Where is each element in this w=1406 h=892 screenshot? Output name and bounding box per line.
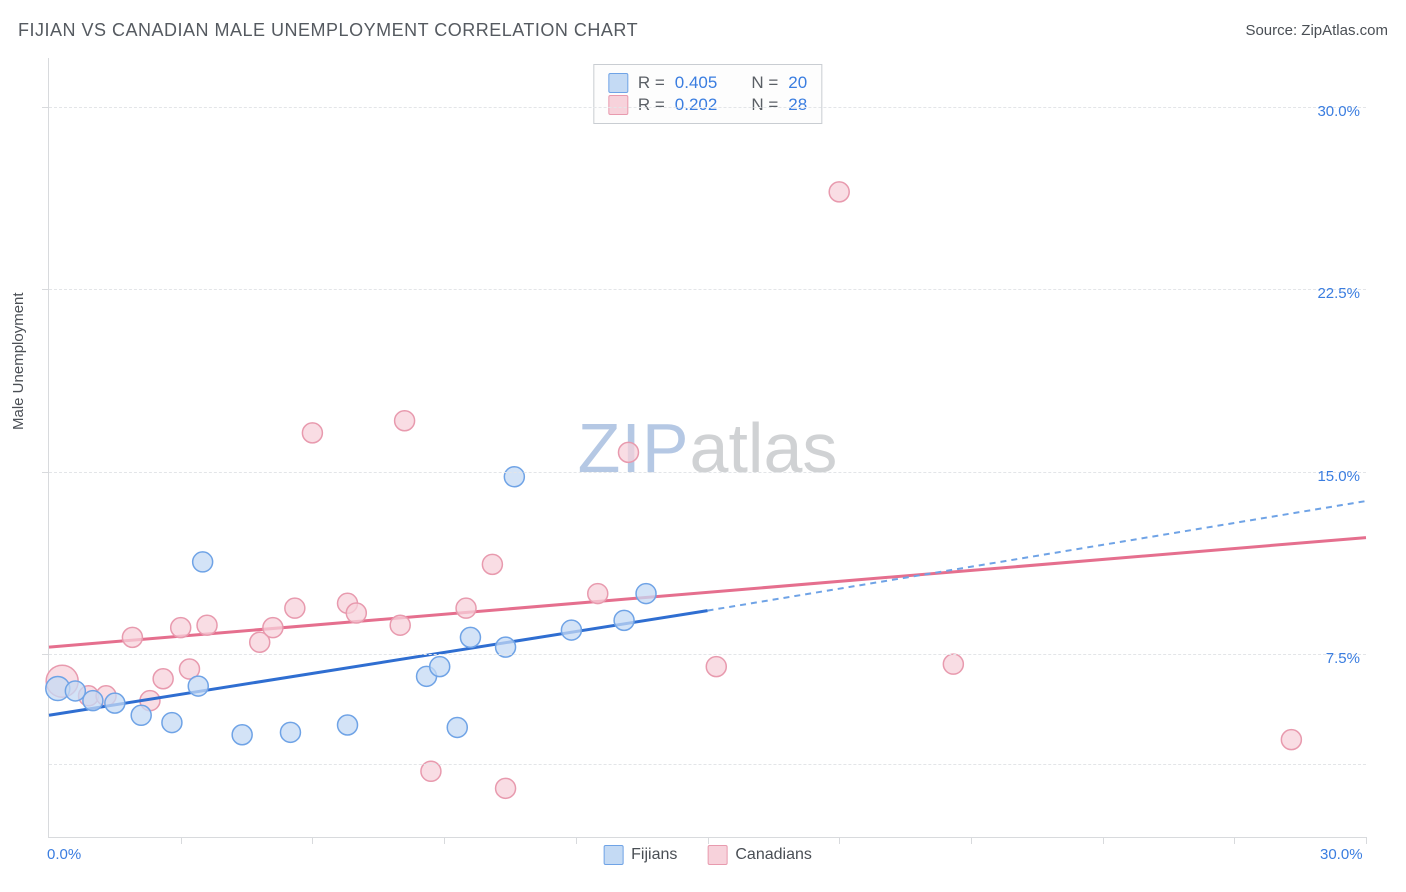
stats-row-canadians: R = 0.202 N = 28 xyxy=(608,95,807,115)
y-tick-label: 30.0% xyxy=(1317,103,1360,120)
stats-n-fijians: 20 xyxy=(788,73,807,93)
canadians-point xyxy=(285,598,305,618)
gridline-h xyxy=(49,654,1366,655)
stats-n-label: N = xyxy=(751,73,778,93)
x-tick xyxy=(444,837,445,844)
swatch-canadians xyxy=(707,845,727,865)
canadians-point xyxy=(618,442,638,462)
stats-n-canadians: 28 xyxy=(788,95,807,115)
x-tick xyxy=(1366,837,1367,844)
x-tick xyxy=(181,837,182,844)
gridline-h xyxy=(49,289,1366,290)
stats-r-label: R = xyxy=(638,95,665,115)
canadians-point xyxy=(456,598,476,618)
legend-label-fijians: Fijians xyxy=(631,846,677,864)
fijians-trend-dash xyxy=(708,501,1367,611)
x-tick xyxy=(971,837,972,844)
fijians-point xyxy=(338,715,358,735)
stats-r-canadians: 0.202 xyxy=(675,95,718,115)
canadians-point xyxy=(171,618,191,638)
legend-item-fijians: Fijians xyxy=(603,845,677,865)
fijians-point xyxy=(188,676,208,696)
canadians-point xyxy=(346,603,366,623)
canadians-point xyxy=(197,615,217,635)
gridline-h xyxy=(49,107,1366,108)
canadians-point xyxy=(395,411,415,431)
fijians-point xyxy=(193,552,213,572)
fijians-point xyxy=(561,620,581,640)
legend-item-canadians: Canadians xyxy=(707,845,812,865)
gridline-h xyxy=(49,472,1366,473)
canadians-point xyxy=(482,554,502,574)
x-tick xyxy=(312,837,313,844)
fijians-point xyxy=(430,657,450,677)
canadians-point xyxy=(122,627,142,647)
canadians-point xyxy=(302,423,322,443)
swatch-fijians xyxy=(603,845,623,865)
fijians-point xyxy=(636,584,656,604)
x-tick-label: 0.0% xyxy=(47,846,81,863)
y-tick xyxy=(42,472,49,473)
canadians-point xyxy=(943,654,963,674)
fijians-point xyxy=(280,722,300,742)
fijians-point xyxy=(105,693,125,713)
fijians-point xyxy=(131,705,151,725)
x-tick xyxy=(1234,837,1235,844)
chart-source: Source: ZipAtlas.com xyxy=(1245,22,1388,39)
x-tick-label: 30.0% xyxy=(1320,846,1363,863)
y-tick xyxy=(42,654,49,655)
stats-row-fijians: R = 0.405 N = 20 xyxy=(608,73,807,93)
canadians-point xyxy=(588,584,608,604)
chart-svg-layer xyxy=(49,58,1366,837)
gridline-h xyxy=(49,764,1366,765)
canadians-point xyxy=(496,778,516,798)
x-tick xyxy=(1103,837,1104,844)
canadians-point xyxy=(1281,730,1301,750)
stats-n-label: N = xyxy=(751,95,778,115)
x-tick xyxy=(839,837,840,844)
canadians-point xyxy=(153,669,173,689)
x-tick xyxy=(708,837,709,844)
x-tick xyxy=(576,837,577,844)
y-tick xyxy=(42,289,49,290)
y-tick-label: 7.5% xyxy=(1326,650,1360,667)
fijians-point xyxy=(162,713,182,733)
canadians-point xyxy=(390,615,410,635)
stats-r-label: R = xyxy=(638,73,665,93)
fijians-trend-solid xyxy=(49,611,708,716)
legend-label-canadians: Canadians xyxy=(735,846,812,864)
fijians-point xyxy=(83,691,103,711)
legend-bottom: Fijians Canadians xyxy=(603,845,812,865)
swatch-canadians xyxy=(608,95,628,115)
chart-title: FIJIAN VS CANADIAN MALE UNEMPLOYMENT COR… xyxy=(18,20,638,41)
y-tick-label: 22.5% xyxy=(1317,285,1360,302)
canadians-point xyxy=(829,182,849,202)
chart-plot-area: ZIPatlas R = 0.405 N = 20 R = 0.202 N = … xyxy=(48,58,1366,838)
canadians-trend-solid xyxy=(49,538,1366,648)
fijians-point xyxy=(447,717,467,737)
swatch-fijians xyxy=(608,73,628,93)
stats-r-fijians: 0.405 xyxy=(675,73,718,93)
fijians-point xyxy=(460,627,480,647)
y-axis-label: Male Unemployment xyxy=(10,292,27,430)
fijians-point xyxy=(504,467,524,487)
y-tick-label: 15.0% xyxy=(1317,468,1360,485)
canadians-point xyxy=(263,618,283,638)
fijians-point xyxy=(65,681,85,701)
y-tick xyxy=(42,107,49,108)
correlation-stats-box: R = 0.405 N = 20 R = 0.202 N = 28 xyxy=(593,64,822,124)
fijians-point xyxy=(232,725,252,745)
canadians-point xyxy=(706,657,726,677)
fijians-point xyxy=(614,610,634,630)
